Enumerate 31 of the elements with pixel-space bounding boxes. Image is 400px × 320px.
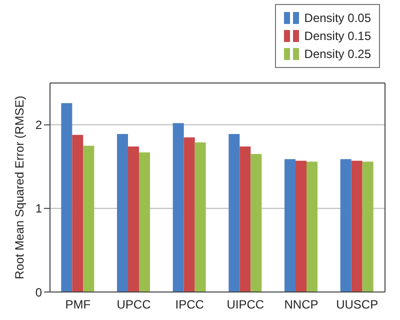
bar — [117, 134, 128, 292]
bar — [194, 142, 206, 292]
y-axis-title: Root Mean Squared Error (RMSE) — [12, 96, 26, 280]
y-tick-label: 0 — [35, 285, 42, 300]
bar — [172, 123, 184, 292]
bar — [184, 137, 195, 292]
legend-label: Density 0.25 — [304, 47, 371, 61]
bar — [340, 159, 352, 292]
bar — [296, 160, 306, 292]
bar — [61, 103, 72, 292]
bar — [83, 146, 94, 292]
bar — [306, 162, 318, 292]
bar — [72, 134, 84, 292]
y-tick-label: 2 — [35, 118, 42, 132]
legend-label: Density 0.15 — [304, 29, 371, 43]
x-tick-label: IPCC — [175, 298, 204, 312]
x-tick-label: UIPCC — [226, 298, 264, 312]
bar — [351, 160, 362, 292]
bar — [240, 146, 251, 292]
legend-label: Density 0.05 — [304, 11, 371, 25]
y-tick-label: 1 — [35, 202, 42, 216]
x-tick-label: NNCP — [284, 298, 318, 312]
x-tick-label: UUSCP — [336, 298, 378, 312]
bar — [250, 154, 262, 292]
bar — [228, 134, 240, 292]
bar — [284, 159, 296, 292]
bar — [362, 162, 374, 292]
x-tick-label: PMF — [65, 298, 91, 312]
bar — [139, 152, 150, 292]
x-tick-label: UPCC — [116, 298, 152, 312]
bar — [128, 146, 139, 292]
